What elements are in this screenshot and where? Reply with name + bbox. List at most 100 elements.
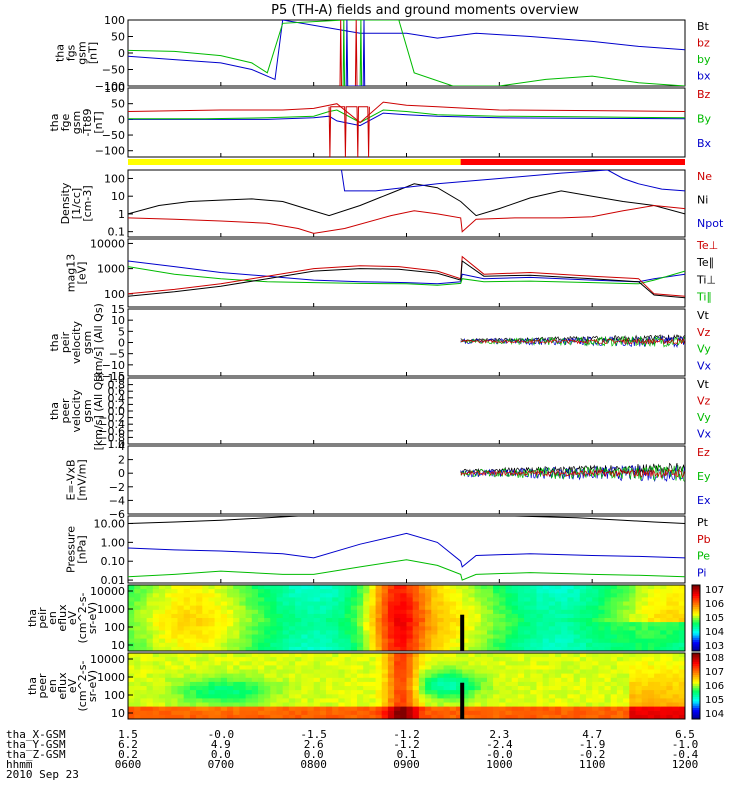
ylabel-fgs-2: gsm bbox=[76, 41, 89, 64]
ytick-label-pressure-0: 10.00 bbox=[94, 518, 126, 531]
ephemeris-value-3-2: 0800 bbox=[300, 758, 327, 771]
legend-temp-2: Ti⊥ bbox=[696, 273, 716, 286]
series-fgs-by bbox=[128, 20, 685, 86]
ytick-label-fge-4: −100 bbox=[95, 145, 125, 158]
ytick-label-peer_v-0: 1.0 bbox=[108, 372, 126, 385]
colorbar-label-peir-2: 105 bbox=[705, 613, 724, 624]
ytick-label-peir_v-1: 10 bbox=[111, 314, 125, 327]
data-gap-peir bbox=[460, 614, 465, 651]
ytick-label-peer_v-1: 0.8 bbox=[108, 379, 126, 392]
ytick-label-pressure-1: 1.00 bbox=[101, 536, 126, 549]
series-temp-Te⊥ bbox=[128, 255, 685, 297]
ytick-label-density-0: 100 bbox=[104, 172, 125, 185]
ephemeris-value-3-6: 1200 bbox=[672, 758, 699, 771]
ylabel-peir-6: sr-eV) bbox=[86, 602, 99, 634]
series-pressure-Pe bbox=[128, 559, 685, 581]
orbit-bar-segment-1 bbox=[460, 159, 685, 165]
panel-frame-pressure bbox=[127, 515, 686, 584]
ylabel-peer_v-2: velocity bbox=[70, 389, 83, 432]
ytick-label-peir_v-6: −15 bbox=[102, 370, 125, 383]
series-layer-fge bbox=[128, 101, 685, 157]
legend-density-2: Npot bbox=[697, 217, 724, 230]
ephemeris-value-0-3: -1.2 bbox=[393, 728, 420, 741]
ylabel-peir_v-1: peir bbox=[59, 331, 72, 353]
spectrogram-peir bbox=[128, 585, 685, 651]
ytick-label-peer_v-10: −1.0 bbox=[98, 438, 125, 451]
ephemeris-value-2-1: 0.0 bbox=[211, 748, 231, 761]
ylabel-pressure-1: [nPa] bbox=[76, 535, 89, 563]
ephemeris-value-3-5: 1100 bbox=[579, 758, 606, 771]
noise-trace-peir_v-3 bbox=[460, 338, 685, 345]
legend-efield-0: Ez bbox=[697, 446, 710, 459]
legend-peer_v-0: Vt bbox=[697, 378, 710, 391]
orbit-bar-segment-0 bbox=[128, 159, 461, 165]
panel-frame-peir_v bbox=[127, 308, 686, 377]
ytick-label-density-3: 0.1 bbox=[108, 226, 126, 239]
ytick-label-fge-1: 50 bbox=[111, 98, 125, 111]
ylabel-peer_v-1: peer bbox=[59, 398, 72, 424]
ephemeris-value-0-2: -1.5 bbox=[300, 728, 327, 741]
ytick-label-density-2: 1 bbox=[118, 208, 125, 221]
ephemeris-value-3-3: 0900 bbox=[393, 758, 420, 771]
series-pressure-Pt bbox=[128, 516, 685, 524]
ytick-label-peer_v-6: −0.2 bbox=[98, 412, 125, 425]
series-density-Npot bbox=[341, 170, 685, 192]
ylabel-peer-4: eV bbox=[66, 678, 79, 693]
ylabel-density-2: [cm-3] bbox=[81, 185, 94, 221]
ephemeris-value-0-1: -0.0 bbox=[208, 728, 235, 741]
ytick-label-temp-0: 10000 bbox=[90, 237, 125, 250]
ytick-label-peer-3: 10 bbox=[111, 707, 125, 720]
legend-peer_v-1: Vz bbox=[697, 395, 711, 408]
ephemeris-value-3-0: 0600 bbox=[115, 758, 142, 771]
series-fge-By bbox=[128, 109, 685, 124]
series-density-Ni bbox=[128, 183, 685, 217]
ylabel-fgs-1: fgs bbox=[65, 44, 78, 61]
ylabel-peir_v-2: velocity bbox=[70, 321, 83, 364]
ylabel-efield-1: [mV/m] bbox=[76, 459, 89, 500]
ylabel-peer_v-4: [km/s] (All Qs) bbox=[92, 372, 105, 451]
ephemeris-value-1-0: 6.2 bbox=[118, 738, 138, 751]
ylabel-peer_v-0: tha bbox=[48, 402, 61, 420]
ylabel-peir-2: en bbox=[46, 611, 59, 625]
ylabel-peer-6: sr-eV) bbox=[86, 670, 99, 702]
ylabel-pressure-0: Pressure bbox=[65, 526, 78, 573]
ephemeris-value-0-5: 4.7 bbox=[582, 728, 602, 741]
legend-peir_v-1: Vz bbox=[697, 326, 711, 339]
ylabel-fgs-3: [nT] bbox=[87, 42, 100, 64]
legend-pressure-2: Pe bbox=[697, 550, 710, 563]
ytick-label-peir_v-4: −5 bbox=[109, 348, 125, 361]
colorbar-label-peir-0: 107 bbox=[705, 585, 724, 596]
ytick-label-peir_v-5: −10 bbox=[102, 359, 125, 372]
ytick-label-efield-4: −4 bbox=[109, 494, 125, 507]
ytick-label-fgs-4: −100 bbox=[95, 80, 125, 93]
ephemeris-value-2-4: -0.0 bbox=[486, 748, 513, 761]
legend-peir_v-3: Vx bbox=[697, 360, 712, 373]
ylabel-density-1: [1/cc] bbox=[70, 188, 83, 219]
ylabel-peer_v-3: gsm bbox=[81, 399, 94, 422]
legend-pressure-3: Pi bbox=[697, 567, 706, 580]
panel-frame-peir bbox=[127, 584, 686, 652]
ytick-label-efield-2: 0 bbox=[118, 467, 125, 480]
ephemeris-value-3-1: 0700 bbox=[208, 758, 235, 771]
ephemeris-value-3-4: 1000 bbox=[486, 758, 513, 771]
ytick-label-efield-5: −6 bbox=[109, 508, 125, 521]
plot-panels: 100500−50−100thafgsgsm[nT]Btbzbybx100500… bbox=[26, 14, 724, 720]
ytick-label-peer_v-4: 0.2 bbox=[108, 398, 126, 411]
series-layer-temp bbox=[128, 255, 685, 299]
ephemeris-label-2: tha_Z-GSM bbox=[6, 748, 66, 761]
series-pressure-Pi bbox=[128, 532, 685, 568]
ephemeris-label-3: hhmm bbox=[6, 758, 33, 771]
legend-fge-1: By bbox=[697, 112, 712, 125]
colorbar-label-peer-4: 104 bbox=[705, 709, 724, 720]
ylabel-fgs-0: tha bbox=[54, 44, 67, 62]
legend-temp-0: Te⊥ bbox=[696, 239, 718, 252]
series-temp-Ti bbox=[128, 260, 685, 285]
ytick-label-efield-0: 4 bbox=[118, 440, 125, 453]
ephemeris-value-1-1: 4.9 bbox=[211, 738, 231, 751]
series-temp-Te∥ bbox=[128, 260, 685, 299]
legend-fge-0: Bz bbox=[697, 88, 711, 101]
chart-title: P5 (TH-A) fields and ground moments over… bbox=[271, 3, 579, 18]
ylabel-fge-1: fge bbox=[59, 113, 72, 131]
ytick-label-fge-0: 100 bbox=[104, 82, 125, 95]
